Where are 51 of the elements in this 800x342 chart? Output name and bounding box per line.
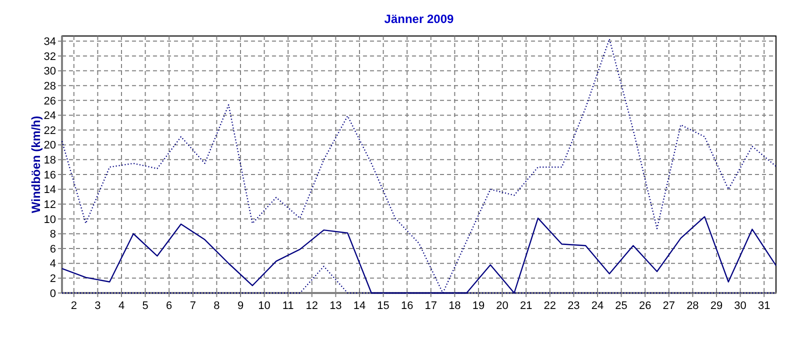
x-tick-label: 20	[496, 300, 508, 312]
y-tick-label: 10	[44, 214, 56, 226]
y-tick-label: 20	[44, 140, 56, 152]
y-tick-label: 6	[50, 243, 56, 256]
y-tick-label: 30	[44, 66, 56, 78]
y-axis-title: Windböen (km/h)	[29, 116, 43, 214]
x-tick-label: 11	[282, 300, 294, 312]
x-tick-label: 15	[377, 300, 390, 312]
x-tick-label: 18	[448, 300, 461, 312]
x-tick-label: 24	[591, 300, 604, 312]
x-tick-label: 10	[258, 300, 270, 312]
x-tick-label: 26	[638, 300, 652, 312]
x-tick-label: 4	[118, 300, 125, 312]
y-tick-label: 24	[44, 110, 56, 122]
y-tick-label: 8	[50, 228, 56, 241]
x-tick-label: 6	[166, 300, 172, 312]
x-tick-label: 13	[330, 300, 342, 312]
y-tick-label: 14	[44, 184, 56, 196]
y-tick-label: 18	[44, 154, 56, 167]
y-tick-label: 34	[44, 36, 56, 48]
x-tick-label: 9	[237, 300, 244, 312]
x-tick-label: 27	[662, 300, 676, 312]
x-tick-label: 8	[214, 300, 220, 312]
y-tick-label: 0	[50, 288, 56, 300]
x-tick-label: 25	[615, 300, 628, 312]
x-tick-label: 14	[353, 300, 366, 312]
x-tick-label: 28	[686, 300, 699, 312]
x-tick-label: 17	[424, 300, 438, 312]
chart-title: Jänner 2009	[384, 12, 454, 26]
line-series	[61, 38, 777, 294]
x-tick-label: 29	[710, 300, 723, 312]
x-tick-label: 16	[400, 300, 414, 312]
x-tick-label: 30	[734, 300, 746, 312]
x-tick-label: 3	[94, 300, 101, 312]
y-tick-label: 2	[50, 273, 56, 286]
y-tick-label: 28	[44, 80, 56, 92]
y-tick-label: 32	[44, 50, 56, 63]
x-tick-label: 21	[520, 300, 532, 312]
x-tick-label: 19	[472, 300, 485, 312]
x-tick-label: 12	[306, 300, 318, 312]
x-tick-label: 22	[544, 300, 556, 312]
y-tick-label: 16	[44, 169, 56, 182]
y-tick-label: 12	[44, 198, 56, 211]
x-tick-label: 7	[190, 300, 196, 312]
y-tick-label: 26	[44, 95, 56, 108]
x-tick-label: 23	[568, 300, 580, 312]
x-tick-label: 5	[142, 300, 148, 312]
y-tick-label: 4	[50, 258, 56, 270]
x-tick-label: 31	[758, 300, 770, 312]
y-tick-label: 22	[44, 124, 56, 137]
x-tick-label: 2	[70, 300, 77, 312]
